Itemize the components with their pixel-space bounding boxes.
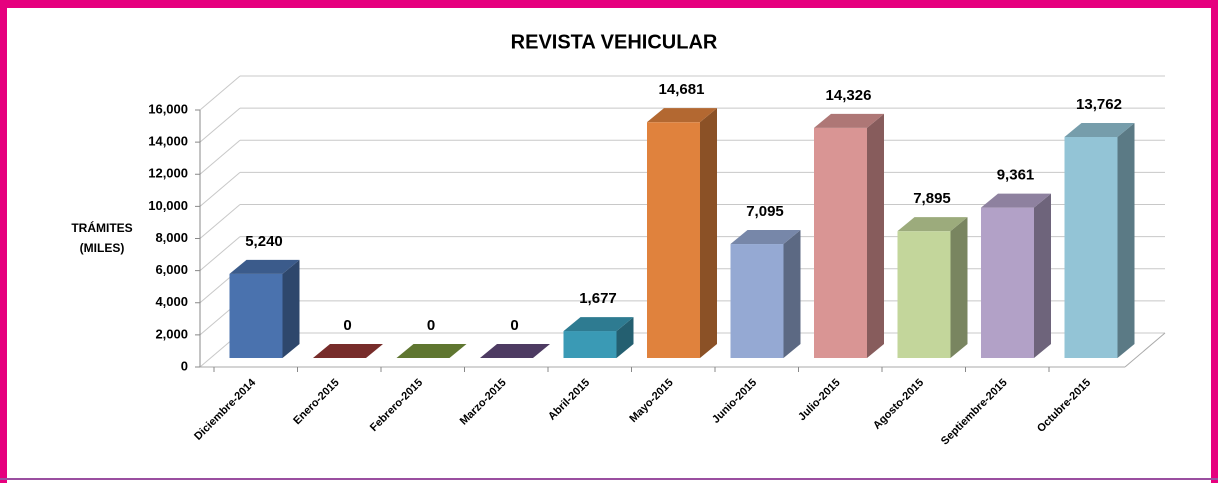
value-label: 1,677 — [579, 290, 617, 307]
bar-top — [229, 259, 300, 274]
value-label: 13,762 — [1076, 96, 1122, 113]
bar-top — [814, 113, 884, 128]
bar-front — [897, 231, 951, 358]
y-tick-label: 12,000 — [148, 166, 188, 181]
bar-side — [1117, 122, 1135, 358]
bar-side — [1034, 193, 1051, 358]
frame-left — [0, 0, 7, 483]
bar-front — [981, 207, 1034, 358]
value-label: 0 — [343, 317, 351, 334]
bar-side — [783, 230, 801, 358]
bar-top — [730, 230, 801, 245]
bar-side — [700, 108, 717, 359]
value-label: 7,095 — [746, 203, 784, 220]
bar-front — [730, 244, 784, 358]
y-tick-label: 10,000 — [148, 198, 188, 213]
chart-title: REVISTA VEHICULAR — [511, 31, 718, 53]
y-tick-label: 6,000 — [155, 262, 188, 277]
value-label: 14,681 — [659, 81, 705, 98]
y-tick-label: 4,000 — [155, 294, 188, 309]
bar-top — [480, 344, 550, 358]
bar-front — [563, 331, 617, 358]
y-tick-label: 0 — [181, 358, 188, 373]
value-label: 9,361 — [997, 167, 1035, 184]
bar-top — [563, 317, 634, 332]
value-label: 14,326 — [826, 87, 872, 104]
bar-side — [616, 317, 634, 358]
frame-top — [0, 0, 1218, 8]
bar-side — [282, 259, 300, 358]
y-axis-label: TRÁMITES — [71, 220, 132, 235]
bar-front — [229, 273, 283, 358]
bar-side — [950, 217, 968, 358]
y-tick-label: 16,000 — [148, 101, 188, 116]
grid-line — [199, 204, 241, 239]
value-label: 0 — [510, 317, 518, 334]
value-label: 7,895 — [913, 190, 951, 207]
bar-top — [396, 344, 467, 358]
y-axis-label: (MILES) — [80, 241, 125, 255]
value-label: 0 — [427, 317, 435, 334]
frame-bottom — [0, 478, 1218, 480]
bar-side — [867, 113, 884, 358]
frame-right — [1211, 0, 1218, 483]
y-tick-label: 14,000 — [148, 134, 188, 149]
y-tick-label: 2,000 — [155, 326, 188, 341]
grid-line — [199, 75, 241, 111]
bar-top — [647, 108, 717, 123]
bar-top — [897, 217, 968, 232]
grid-line — [199, 171, 241, 207]
bar-top — [313, 344, 383, 358]
value-label: 5,240 — [245, 233, 283, 250]
bar-top — [1064, 122, 1135, 137]
bar-front — [1064, 136, 1118, 358]
y-tick-label: 8,000 — [155, 230, 188, 245]
floor-edge — [1124, 332, 1166, 368]
bar-top — [981, 193, 1051, 208]
grid-line — [199, 139, 241, 175]
grid-line — [199, 236, 241, 272]
bar-front — [647, 122, 700, 359]
grid-line — [199, 107, 241, 143]
bar-front — [814, 127, 867, 358]
